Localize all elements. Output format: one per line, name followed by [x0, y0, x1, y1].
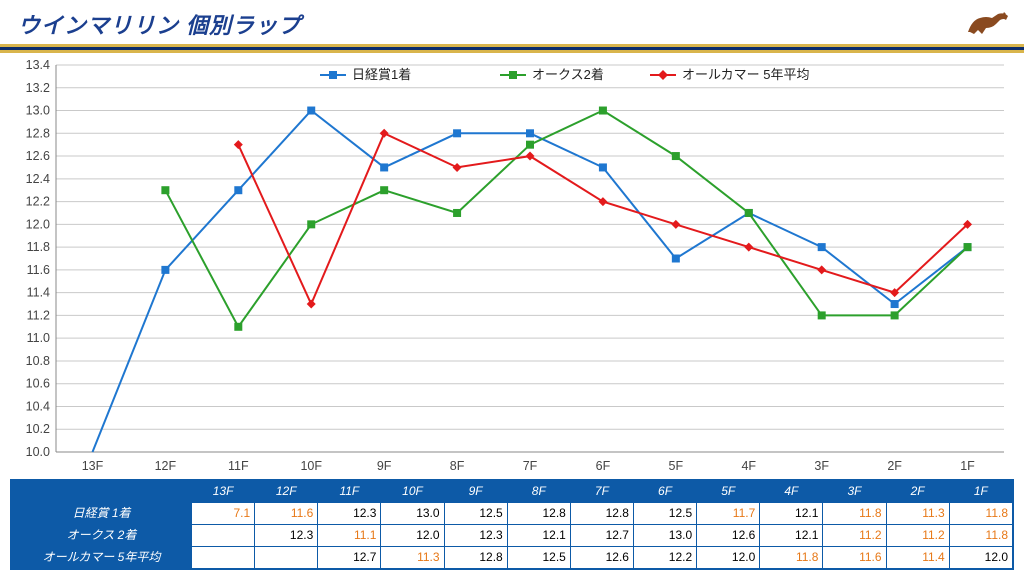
- table-col-header: 13F: [192, 481, 255, 503]
- table-cell: 12.8: [507, 503, 570, 525]
- svg-text:11.4: 11.4: [27, 286, 50, 300]
- svg-text:12.8: 12.8: [26, 126, 50, 140]
- table-cell: 11.2: [823, 525, 886, 547]
- svg-text:オークス2着: オークス2着: [532, 67, 604, 82]
- chart-svg: 10.0 10.2 10.4 10.6 10.8 11.0 11.2 11.4 11.6 11.8…: [10, 57, 1014, 477]
- svg-text:10.8: 10.8: [26, 354, 50, 368]
- svg-text:13.0: 13.0: [26, 104, 50, 118]
- table-cell: 11.1: [318, 525, 381, 547]
- table-cell: 12.5: [507, 547, 570, 569]
- table-cell: 12.3: [255, 525, 318, 547]
- table-row-header: 日経賞 1着: [12, 503, 192, 525]
- table-cell: [192, 525, 255, 547]
- table-col-header: 9F: [444, 481, 507, 503]
- table-cell: 11.7: [697, 503, 760, 525]
- svg-text:10.4: 10.4: [26, 399, 50, 413]
- table-cell: 12.1: [507, 525, 570, 547]
- svg-text:12.4: 12.4: [26, 172, 50, 186]
- table-col-header: 5F: [697, 481, 760, 503]
- svg-text:2F: 2F: [887, 459, 902, 473]
- table-col-header: 7F: [570, 481, 633, 503]
- table-cell: 11.3: [886, 503, 949, 525]
- table-cell: 11.3: [381, 547, 444, 569]
- svg-text:12.6: 12.6: [26, 149, 50, 163]
- table-cell: 7.1: [192, 503, 255, 525]
- table-cell: 12.0: [381, 525, 444, 547]
- table-col-header: 3F: [823, 481, 886, 503]
- table-cell: 12.5: [444, 503, 507, 525]
- table-cell: 11.6: [255, 503, 318, 525]
- table-cell: 12.7: [570, 525, 633, 547]
- svg-text:オールカマー 5年平均: オールカマー 5年平均: [682, 67, 809, 82]
- svg-text:11.8: 11.8: [27, 240, 50, 254]
- table-col-header: 8F: [507, 481, 570, 503]
- table-cell: 12.1: [760, 503, 823, 525]
- table-row-header: オールカマー 5年平均: [12, 547, 192, 569]
- table-cell: 11.4: [886, 547, 949, 569]
- table-cell: 13.0: [381, 503, 444, 525]
- svg-text:5F: 5F: [669, 459, 684, 473]
- chart-title: ウインマリリン 個別ラップ: [18, 8, 1006, 40]
- table-cell: 11.8: [823, 503, 886, 525]
- svg-text:4F: 4F: [741, 459, 756, 473]
- table-cell: 12.6: [697, 525, 760, 547]
- table-cell: 12.2: [633, 547, 696, 569]
- table-cell: 12.5: [633, 503, 696, 525]
- svg-text:13F: 13F: [82, 459, 104, 473]
- table-cell: 11.8: [949, 525, 1012, 547]
- table-cell: 12.8: [444, 547, 507, 569]
- table-cell: 12.3: [444, 525, 507, 547]
- table-cell: 11.8: [949, 503, 1012, 525]
- table-col-header: 2F: [886, 481, 949, 503]
- svg-text:11.2: 11.2: [27, 308, 50, 322]
- table-col-header: 6F: [633, 481, 696, 503]
- table-cell: 12.0: [697, 547, 760, 569]
- svg-text:11.0: 11.0: [27, 331, 50, 345]
- svg-text:9F: 9F: [377, 459, 392, 473]
- table-cell: [255, 547, 318, 569]
- horse-icon: [964, 6, 1012, 38]
- svg-text:13.4: 13.4: [26, 58, 50, 72]
- table-cell: 11.2: [886, 525, 949, 547]
- svg-text:3F: 3F: [814, 459, 829, 473]
- table-col-header: 12F: [255, 481, 318, 503]
- svg-text:10F: 10F: [300, 459, 322, 473]
- svg-text:10.6: 10.6: [26, 377, 50, 391]
- svg-text:11.6: 11.6: [27, 263, 50, 277]
- table-cell: 11.6: [823, 547, 886, 569]
- header: ウインマリリン 個別ラップ: [0, 0, 1024, 44]
- table-col-header: 11F: [318, 481, 381, 503]
- table-cell: 12.8: [570, 503, 633, 525]
- table-cell: 11.8: [760, 547, 823, 569]
- svg-text:8F: 8F: [450, 459, 465, 473]
- table-col-header: 10F: [381, 481, 444, 503]
- table-cell: 12.6: [570, 547, 633, 569]
- table-col-header: 1F: [949, 481, 1012, 503]
- table-corner: [12, 481, 192, 503]
- lap-chart: 10.0 10.2 10.4 10.6 10.8 11.0 11.2 11.4 11.6 11.8…: [10, 57, 1014, 477]
- table-cell: 12.1: [760, 525, 823, 547]
- svg-text:12F: 12F: [155, 459, 177, 473]
- svg-text:1F: 1F: [960, 459, 975, 473]
- svg-text:日経賞1着: 日経賞1着: [352, 67, 411, 82]
- table-cell: [192, 547, 255, 569]
- svg-text:12.0: 12.0: [26, 217, 50, 231]
- svg-text:7F: 7F: [523, 459, 538, 473]
- table-cell: 12.7: [318, 547, 381, 569]
- svg-text:6F: 6F: [596, 459, 611, 473]
- table-cell: 12.3: [318, 503, 381, 525]
- table-row-header: オークス 2着: [12, 525, 192, 547]
- svg-text:12.2: 12.2: [26, 195, 50, 209]
- svg-text:10.2: 10.2: [26, 422, 50, 436]
- svg-text:11F: 11F: [228, 459, 249, 473]
- header-stripe: [0, 44, 1024, 53]
- svg-text:13.2: 13.2: [26, 81, 50, 95]
- table-col-header: 4F: [760, 481, 823, 503]
- table-cell: 12.0: [949, 547, 1012, 569]
- data-table: 13F12F11F10F9F8F7F6F5F4F3F2F1F日経賞 1着7.11…: [10, 479, 1014, 570]
- table-cell: 13.0: [633, 525, 696, 547]
- svg-text:10.0: 10.0: [26, 445, 50, 459]
